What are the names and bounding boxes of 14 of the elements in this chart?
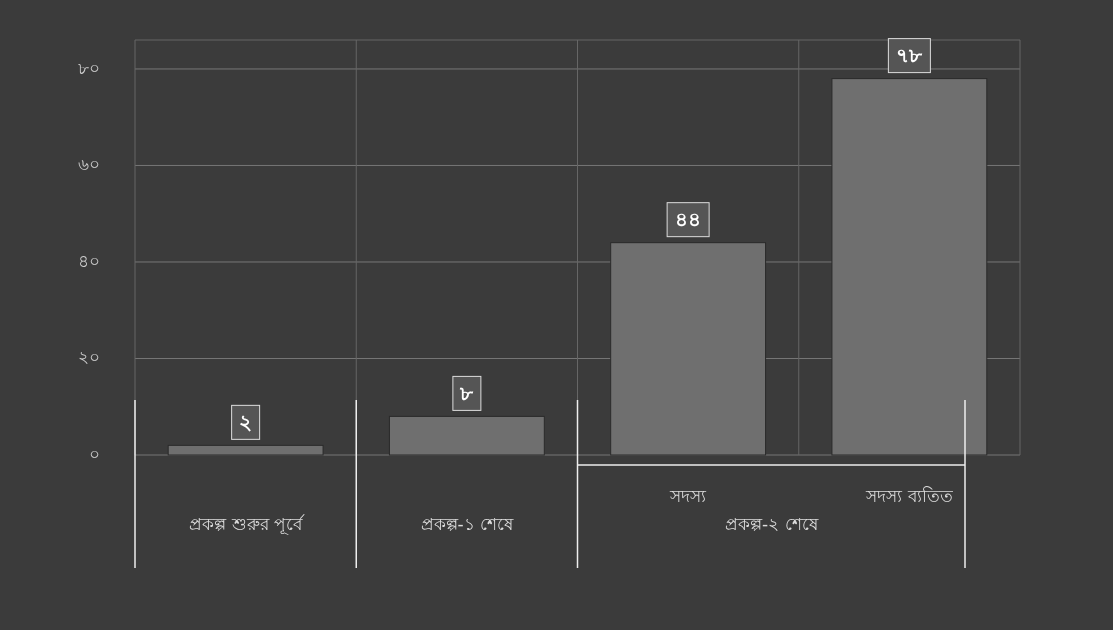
y-tick-label: ৪০ bbox=[78, 250, 100, 271]
x-tick-label: প্রকল্প-১ শেষে bbox=[420, 514, 515, 534]
data-label: ৮ bbox=[459, 380, 475, 405]
data-label: ৭৮ bbox=[896, 43, 924, 68]
y-tick-label: ০ bbox=[89, 444, 100, 464]
x-tick-label: প্রকল্প শুরুর পূর্বে bbox=[189, 514, 306, 535]
y-tick-label: ৬০ bbox=[78, 154, 100, 175]
y-tick-label: ৮০ bbox=[78, 57, 100, 78]
x-tick-label: সদস্য ব্যতিত bbox=[865, 486, 953, 506]
data-label: ২ bbox=[239, 409, 253, 434]
x-tick-label: সদস্য bbox=[669, 486, 708, 506]
y-tick-label: ২০ bbox=[78, 347, 100, 368]
text: প্রকল্প-২ শেষে bbox=[724, 514, 819, 534]
data-label: ৪৪ bbox=[675, 207, 702, 232]
